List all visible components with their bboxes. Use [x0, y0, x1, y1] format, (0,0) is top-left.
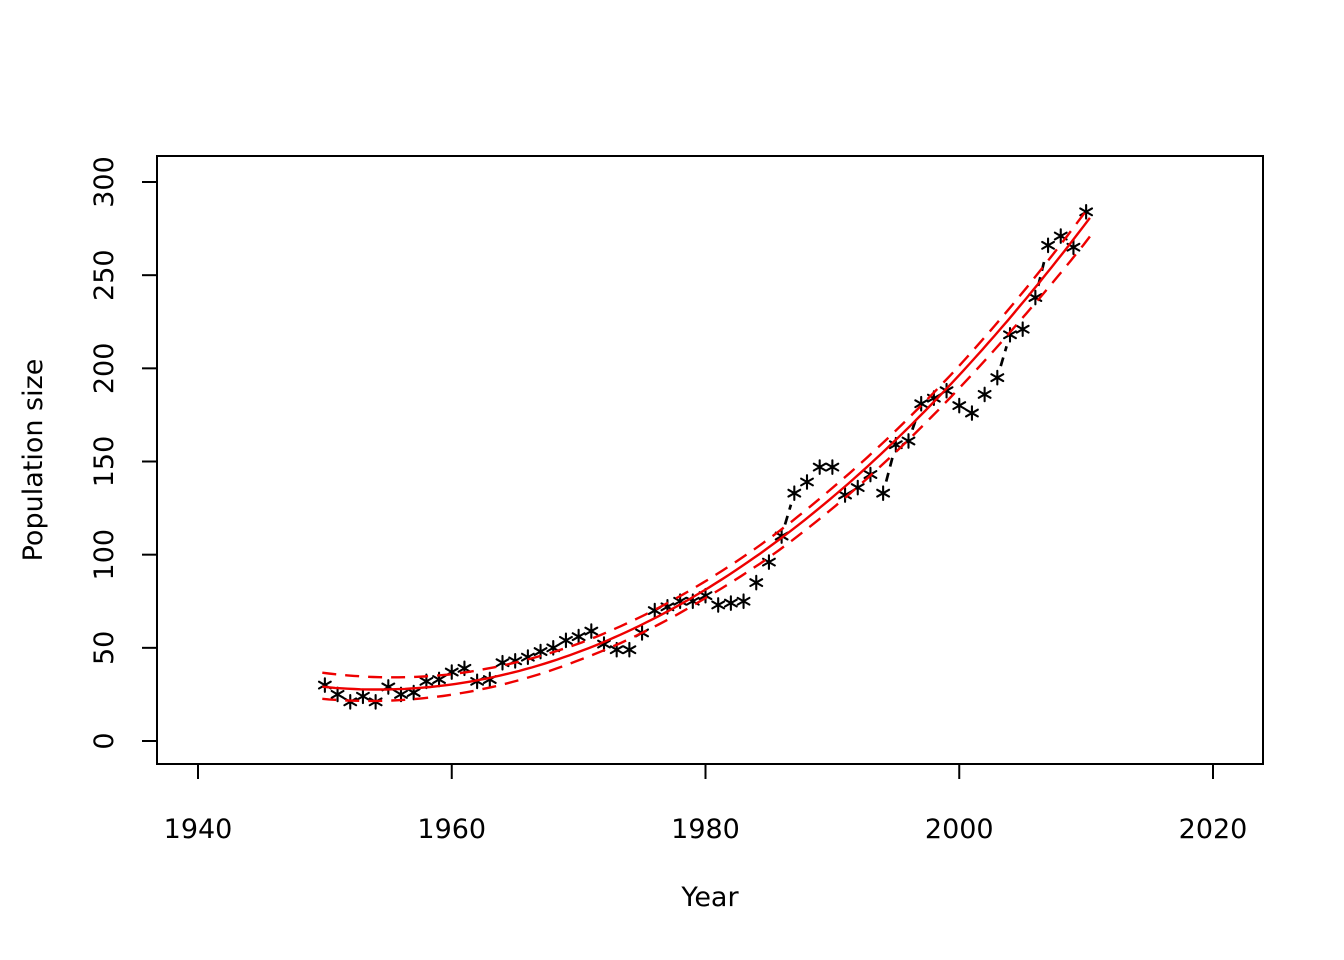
data-point-1992	[850, 479, 865, 496]
data-point-1987	[787, 485, 802, 502]
data-point-1991	[838, 487, 853, 503]
data-point-2004	[1003, 326, 1017, 343]
data-point-1969	[558, 632, 573, 649]
x-tick-label-1980: 1980	[671, 814, 740, 845]
confidence-band-upper-curve	[322, 205, 1091, 679]
data-point-2009	[1066, 239, 1081, 256]
data-point-1970	[571, 628, 586, 645]
connector-segment-2003-2004	[999, 345, 1008, 367]
y-axis-title: Population size	[18, 359, 49, 562]
data-point-1950	[317, 677, 332, 693]
data-point-1988	[800, 474, 814, 490]
data-point-1980	[698, 587, 713, 604]
data-point-1964	[495, 654, 510, 671]
x-axis-title: Year	[680, 882, 739, 913]
data-point-1994	[876, 485, 891, 502]
data-point-1983	[736, 593, 751, 610]
observed-series-points	[317, 203, 1094, 710]
y-tick-label-0: 0	[89, 732, 120, 749]
data-point-2005	[1015, 321, 1030, 338]
x-tick-label-1960: 1960	[417, 814, 486, 845]
data-point-2001	[964, 405, 979, 421]
data-point-1960	[444, 664, 459, 680]
connector-segment-1994-1995	[884, 456, 895, 482]
plot-box	[156, 155, 1264, 765]
y-tick-label-300: 300	[89, 156, 120, 208]
y-tick-label-50: 50	[89, 631, 120, 665]
data-point-1996	[901, 433, 916, 449]
data-point-1965	[508, 653, 523, 669]
connector-segment-1986-1987	[783, 504, 793, 525]
data-point-1989	[812, 459, 827, 475]
y-tick-label-100: 100	[89, 529, 120, 581]
data-point-2000	[952, 397, 967, 414]
data-point-2002	[977, 386, 992, 403]
y-tick-label-250: 250	[89, 249, 120, 301]
data-point-1972	[597, 636, 611, 652]
confidence-band-lower-curve	[322, 235, 1091, 703]
observed-series-connector-lines	[783, 256, 1047, 525]
y-tick-label-150: 150	[89, 436, 120, 488]
data-point-1974	[622, 641, 637, 658]
data-point-1984	[749, 574, 764, 591]
data-point-1971	[584, 623, 599, 639]
x-tick-label-1940: 1940	[164, 814, 233, 845]
data-point-1990	[825, 459, 840, 475]
x-tick-label-2000: 2000	[925, 814, 994, 845]
data-point-1955	[381, 679, 396, 695]
data-point-1951	[330, 686, 345, 703]
data-point-2007	[1041, 237, 1055, 254]
data-point-1997	[914, 395, 929, 412]
x-axis: 1940 1960 1980 2000 2020	[164, 764, 1248, 845]
x-tick-label-2020: 2020	[1179, 814, 1248, 845]
data-point-2003	[990, 369, 1005, 386]
data-point-1982	[723, 595, 738, 611]
fitted-curve-and-confidence-bands	[322, 205, 1091, 703]
data-point-1985	[761, 554, 776, 570]
fitted-curve	[322, 217, 1091, 691]
y-tick-label-200: 200	[89, 343, 120, 395]
data-point-1981	[711, 597, 726, 613]
y-axis: 0 50 100 150 200 250 300	[89, 156, 157, 750]
data-point-1953	[355, 688, 370, 705]
